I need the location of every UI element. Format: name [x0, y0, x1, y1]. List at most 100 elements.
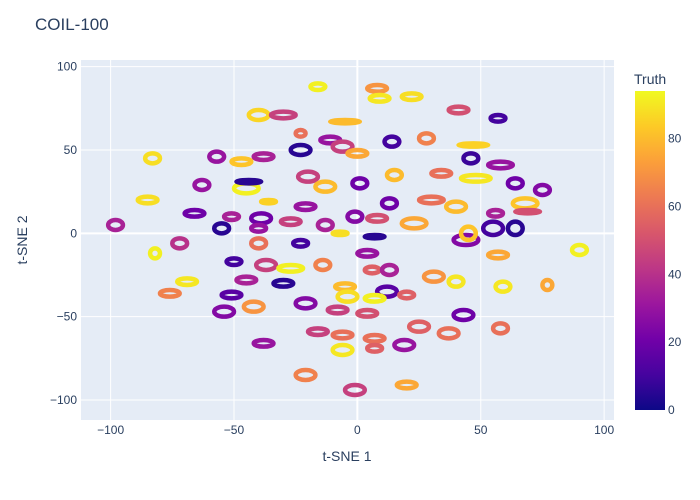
data-point: [170, 236, 190, 251]
data-point: [174, 276, 200, 288]
data-point: [271, 277, 296, 289]
data-point: [308, 81, 328, 93]
data-points: [105, 81, 590, 398]
data-point: [251, 151, 276, 163]
x-tick-label: −50: [224, 423, 245, 437]
data-point: [443, 199, 469, 214]
chart-title: COIL-100: [35, 15, 109, 34]
data-point: [416, 131, 437, 146]
colorbar-tick-labels: 0 20 40 60 80: [668, 132, 682, 417]
x-tick-labels: −100 −50 0 50 100: [97, 423, 614, 437]
data-point: [394, 379, 419, 391]
data-point: [364, 212, 390, 224]
data-point: [278, 216, 303, 228]
colorbar-tick-label: 20: [668, 335, 682, 349]
data-point: [355, 247, 380, 259]
data-point: [293, 127, 308, 139]
data-point: [182, 207, 207, 219]
data-point: [379, 262, 400, 278]
data-point: [364, 82, 390, 94]
data-point: [327, 117, 363, 126]
y-tick-label: −100: [50, 393, 77, 407]
data-point: [313, 257, 333, 273]
data-point: [276, 262, 306, 274]
data-point: [330, 329, 355, 341]
data-point: [293, 201, 318, 213]
data-point: [461, 151, 481, 166]
data-point: [313, 179, 338, 194]
data-point: [569, 242, 590, 258]
data-point: [295, 169, 321, 184]
data-point: [330, 342, 355, 358]
data-point: [268, 109, 298, 121]
x-axis-title: t-SNE 1: [322, 448, 371, 464]
data-point: [362, 332, 387, 344]
data-point: [335, 289, 360, 304]
data-point: [429, 167, 454, 179]
data-point: [416, 194, 446, 206]
data-point: [458, 224, 479, 243]
data-point: [342, 382, 368, 398]
y-tick-label: −50: [57, 310, 78, 324]
y-axis-title: t-SNE 2: [14, 215, 30, 264]
data-point: [446, 274, 466, 289]
data-point: [345, 147, 370, 159]
data-point: [234, 274, 259, 286]
data-point: [362, 232, 387, 241]
data-point: [234, 177, 264, 186]
plot-background: [81, 60, 614, 420]
data-point: [485, 249, 511, 261]
data-point: [399, 216, 429, 231]
x-tick-label: 100: [594, 423, 614, 437]
data-point: [355, 307, 380, 319]
data-point: [241, 299, 266, 314]
data-point: [345, 209, 365, 224]
data-point: [540, 277, 555, 293]
data-point: [399, 91, 424, 103]
x-tick-label: 0: [354, 423, 361, 437]
data-point: [364, 342, 385, 354]
data-point: [253, 257, 279, 273]
data-point: [246, 107, 271, 123]
x-tick-label: 50: [474, 423, 488, 437]
data-point: [157, 287, 182, 299]
colorbar-tick-label: 80: [668, 132, 682, 146]
data-point: [330, 139, 355, 154]
data-point: [362, 292, 387, 304]
data-point: [290, 237, 311, 249]
data-point: [249, 222, 269, 234]
data-point: [293, 296, 318, 311]
data-point: [374, 284, 400, 299]
data-point: [505, 176, 525, 191]
data-point: [229, 156, 254, 168]
data-point: [485, 159, 516, 171]
data-point: [485, 207, 506, 219]
colorbar-tick-label: 60: [668, 199, 682, 213]
data-point: [288, 142, 313, 158]
data-point: [493, 279, 513, 294]
data-point: [456, 141, 491, 149]
data-point: [224, 256, 244, 268]
data-point: [315, 217, 335, 233]
data-point: [451, 232, 481, 248]
data-point: [207, 149, 227, 164]
data-point: [192, 177, 212, 193]
y-tick-label: 100: [57, 60, 77, 74]
data-point: [397, 289, 417, 301]
data-point: [258, 197, 279, 206]
data-point: [406, 319, 432, 334]
data-point: [219, 289, 244, 301]
data-point: [212, 221, 232, 236]
data-point: [451, 307, 476, 323]
y-tick-label: 50: [64, 143, 78, 157]
colorbar-tick-label: 40: [668, 267, 682, 281]
data-point: [446, 104, 471, 116]
data-point: [330, 229, 350, 238]
data-point: [458, 172, 493, 184]
data-point: [384, 167, 405, 183]
data-point: [505, 219, 525, 238]
data-point: [221, 211, 242, 223]
colorbar-title: Truth: [634, 71, 666, 87]
data-point: [362, 264, 382, 276]
